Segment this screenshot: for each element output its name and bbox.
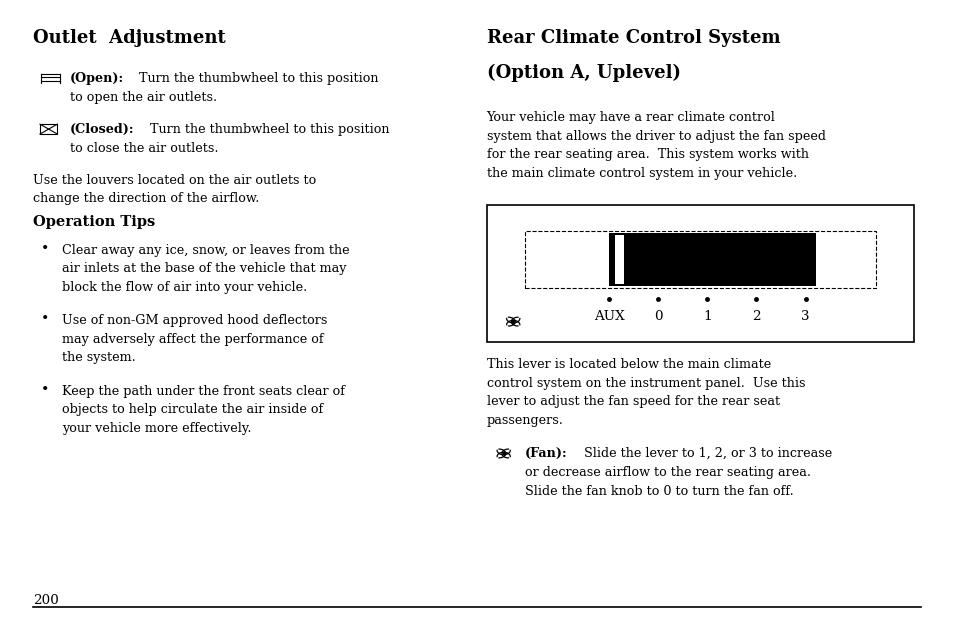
Text: (Fan):: (Fan): — [524, 447, 567, 460]
Text: Your vehicle may have a rear climate control
system that allows the driver to ad: Your vehicle may have a rear climate con… — [486, 111, 824, 180]
Text: (Option A, Uplevel): (Option A, Uplevel) — [486, 64, 679, 82]
Text: to close the air outlets.: to close the air outlets. — [70, 142, 218, 155]
Text: Slide the lever to 1, 2, or 3 to increase: Slide the lever to 1, 2, or 3 to increas… — [579, 447, 831, 460]
Text: •: • — [41, 242, 49, 256]
Text: AUX: AUX — [593, 310, 623, 323]
Text: 3: 3 — [801, 310, 809, 323]
Text: This lever is located below the main climate
control system on the instrument pa: This lever is located below the main cli… — [486, 358, 804, 427]
Text: Clear away any ice, snow, or leaves from the
air inlets at the base of the vehic: Clear away any ice, snow, or leaves from… — [62, 244, 349, 294]
Text: Turn the thumbwheel to this position: Turn the thumbwheel to this position — [146, 123, 389, 135]
Text: 200: 200 — [33, 595, 59, 607]
Text: 1: 1 — [702, 310, 711, 323]
Bar — [40, 124, 57, 134]
Text: Operation Tips: Operation Tips — [33, 215, 155, 229]
Text: •: • — [41, 312, 49, 326]
Text: Turn the thumbwheel to this position: Turn the thumbwheel to this position — [134, 72, 377, 85]
Bar — [608, 233, 815, 286]
Text: or decrease airflow to the rear seating area.: or decrease airflow to the rear seating … — [524, 466, 810, 479]
Text: to open the air outlets.: to open the air outlets. — [70, 91, 216, 104]
Text: Rear Climate Control System: Rear Climate Control System — [486, 29, 780, 46]
Text: (Open):: (Open): — [70, 72, 124, 85]
Text: (Closed):: (Closed): — [70, 123, 134, 135]
Text: •: • — [41, 383, 49, 397]
Text: Use the louvers located on the air outlets to
change the direction of the airflo: Use the louvers located on the air outle… — [33, 174, 316, 205]
Text: Use of non-GM approved hood deflectors
may adversely affect the performance of
t: Use of non-GM approved hood deflectors m… — [62, 314, 327, 364]
Text: Keep the path under the front seats clear of
objects to help circulate the air i: Keep the path under the front seats clea… — [62, 385, 345, 435]
Text: 0: 0 — [653, 310, 661, 323]
Bar — [524, 231, 875, 288]
Bar — [486, 205, 913, 342]
Text: Outlet  Adjustment: Outlet Adjustment — [33, 29, 226, 46]
Text: Slide the fan knob to 0 to turn the fan off.: Slide the fan knob to 0 to turn the fan … — [524, 485, 793, 498]
Bar — [614, 235, 623, 284]
Text: 2: 2 — [751, 310, 760, 323]
